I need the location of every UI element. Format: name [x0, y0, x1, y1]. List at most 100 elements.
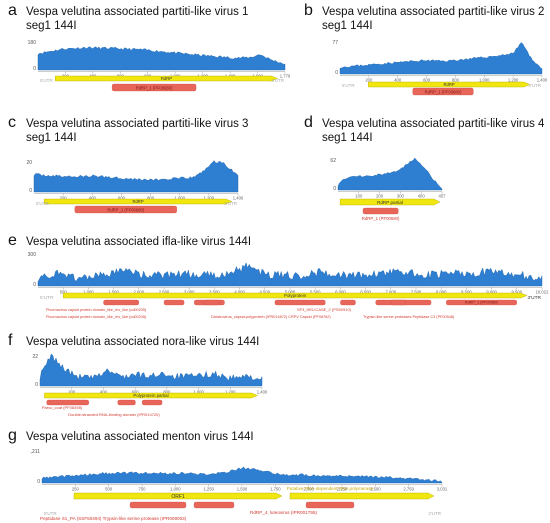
- domain-label: Picornavirus capsid protein domain_like_…: [46, 308, 147, 312]
- axis-tick-label: 1,200: [508, 78, 519, 83]
- axis-tick-label: 1,200: [225, 390, 236, 395]
- axis-tick-label: 1,000: [193, 390, 204, 395]
- domain-bar: [362, 207, 399, 215]
- y-axis-max-label: 162: [330, 158, 336, 164]
- y-axis-max-label: 22: [32, 354, 38, 360]
- panel-subtitle: seg1 144I: [26, 20, 77, 32]
- axis-tick-label: 200: [376, 194, 384, 199]
- domain-label: Peptidase S1_PA (SSF50494) Trypsin-like …: [40, 516, 187, 521]
- axis-tick-label: 3,000: [184, 290, 195, 295]
- gene-bar: [44, 392, 259, 399]
- axis-tick-label: 1,400: [233, 196, 244, 201]
- axis-tick-label: 457: [439, 194, 447, 199]
- axis-tick-label: 5,000: [285, 290, 296, 295]
- axis-tick-label: 4,500: [260, 290, 271, 295]
- axis-tick-label: 400: [100, 390, 108, 395]
- domain-label: RdRP_1 (PF00680): [425, 90, 462, 95]
- domain-bar: [129, 501, 187, 509]
- axis-tick-label: 6,500: [360, 290, 371, 295]
- gene-bar: [339, 198, 441, 206]
- axis-tick-label: 250: [72, 487, 80, 492]
- axis-tick-label: 1,200: [204, 196, 215, 201]
- panel-a: a Vespa velutina associated partiti-like…: [0, 0, 291, 120]
- gene-label: RdRP: [443, 82, 454, 87]
- utr3-label: 3'UTR: [528, 83, 541, 88]
- coverage-area: [33, 160, 239, 193]
- gene-bar: [73, 492, 283, 500]
- axis-tick-label: 1,400: [537, 78, 548, 83]
- utr5-label: 5'UTR: [40, 78, 53, 83]
- axis-tick-label: 400: [89, 196, 97, 201]
- panel-title: Vespa velutina associated partiti-like v…: [322, 6, 545, 18]
- axis-tick-label: 10,022: [536, 290, 549, 295]
- domain-bar: [117, 399, 136, 406]
- y-axis-max-label: 20: [26, 160, 32, 166]
- axis-tick-label: 1,000: [83, 290, 94, 295]
- y-axis-min-label: 0: [333, 186, 336, 192]
- panel-subtitle: seg1 144I: [26, 132, 77, 144]
- panel-title: Vespa velutina associated partiti-like v…: [26, 6, 249, 18]
- coverage-plot: 18002004006008001,0001,2001,4001,6001,77…: [28, 40, 291, 92]
- axis-tick-label: 1,779: [280, 74, 291, 79]
- axis-tick-label: 7,500: [411, 290, 422, 295]
- domain-bar: [103, 299, 139, 306]
- axis-tick-label: 750: [139, 487, 147, 492]
- domain-bar: [446, 299, 517, 306]
- y-axis-min-label: 0: [37, 479, 40, 485]
- domain-label: Double-stranded RNA-binding domain (IPR0…: [68, 412, 160, 417]
- axis-tick-label: 800: [147, 196, 155, 201]
- domain-label: RdRP_4, luteovirus (IPR001795): [250, 510, 317, 515]
- axis-tick-label: 1,750: [270, 487, 281, 492]
- axis-tick-label: 9,500: [512, 290, 523, 295]
- axis-tick-label: 4,000: [234, 290, 245, 295]
- axis-tick-label: 800: [452, 78, 460, 83]
- axis-tick-label: 2,750: [403, 487, 414, 492]
- axis-tick-label: 100: [355, 194, 363, 199]
- panel-letter: d: [304, 114, 313, 131]
- panel-letter: c: [8, 114, 16, 131]
- gene-label: Polyprotein partial: [133, 393, 168, 398]
- axis-tick-label: 1,000: [174, 196, 185, 201]
- gene-bar: [289, 492, 435, 500]
- gene-bar: [44, 198, 233, 205]
- panel-letter: f: [8, 332, 13, 349]
- domain-label: RdRP_1 (PF00680): [136, 86, 173, 91]
- domain-label: Dicistrovirus_capsid-polyprotein (IPR014…: [211, 315, 331, 319]
- domain-label: RdRP_1 (PF00680): [107, 208, 144, 213]
- domain-bar: [163, 299, 185, 306]
- y-axis-min-label: 0: [335, 70, 338, 76]
- coverage-plot: 162 0 100 200 300 400 457 RdRP partial RdRP_1 (P…: [330, 157, 447, 221]
- panel-title: Vespa velutina associated partiti-like v…: [26, 118, 249, 130]
- panel-letter: g: [8, 427, 17, 444]
- gene-label: RdRP partial: [377, 200, 403, 205]
- coverage-area: [39, 353, 263, 387]
- gene-label: RdRP: [132, 199, 143, 204]
- axis-tick-label: 400: [394, 78, 402, 83]
- utr5-label: 5'UTR: [36, 201, 49, 206]
- domain-label: Trypsin-like serine proteases Peptidase …: [363, 315, 455, 319]
- axis-tick-label: 1,000: [479, 78, 490, 83]
- axis-tick-label: 200: [365, 78, 373, 83]
- axis-tick-label: 600: [423, 78, 431, 83]
- axis-tick-label: 600: [118, 196, 126, 201]
- gene-label: Putative RNA-dependent RNA polymerase: [287, 486, 374, 491]
- domain-label: RdRP_1 (PF00680): [362, 216, 400, 221]
- utr5-label: 5'UTR: [44, 511, 57, 516]
- axis-tick-label: 500: [105, 487, 113, 492]
- y-axis-max-label: 180: [28, 40, 36, 46]
- coverage-area: [37, 46, 286, 71]
- panel-g: g Vespa velutina associated menton virus…: [0, 425, 550, 523]
- panel-f: f Vespa velutina associated nora-like vi…: [0, 330, 300, 422]
- axis-tick-label: 8,500: [461, 290, 472, 295]
- gene-bar: [55, 75, 279, 82]
- panel-b: b Vespa velutina associated partiti-like…: [300, 0, 550, 120]
- domain-bar: [204, 299, 220, 306]
- axis-tick-label: 2,000: [134, 290, 145, 295]
- axis-tick-label: 8,000: [436, 290, 447, 295]
- y-axis-max-label: 300: [28, 252, 36, 258]
- panel-letter: a: [8, 2, 17, 19]
- utr3-label: 3'UTR: [271, 78, 284, 83]
- domain-label: Parvo_coat (PF08398): [42, 405, 83, 410]
- axis-tick-label: 7,000: [386, 290, 397, 295]
